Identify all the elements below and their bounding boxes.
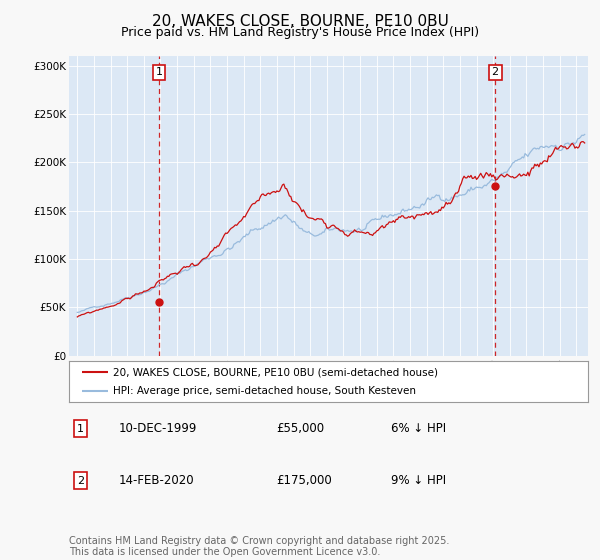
Text: HPI: Average price, semi-detached house, South Kesteven: HPI: Average price, semi-detached house,… [113,386,416,395]
Text: £175,000: £175,000 [277,474,332,487]
Text: 20, WAKES CLOSE, BOURNE, PE10 0BU (semi-detached house): 20, WAKES CLOSE, BOURNE, PE10 0BU (semi-… [113,367,438,377]
Text: Price paid vs. HM Land Registry's House Price Index (HPI): Price paid vs. HM Land Registry's House … [121,26,479,39]
Text: 1: 1 [155,67,163,77]
Text: 9% ↓ HPI: 9% ↓ HPI [391,474,446,487]
Text: £55,000: £55,000 [277,422,325,435]
Text: 14-FEB-2020: 14-FEB-2020 [118,474,194,487]
Text: 20, WAKES CLOSE, BOURNE, PE10 0BU: 20, WAKES CLOSE, BOURNE, PE10 0BU [152,14,448,29]
Text: 2: 2 [77,475,84,486]
Text: 6% ↓ HPI: 6% ↓ HPI [391,422,446,435]
Text: 1: 1 [77,424,84,434]
Text: 2: 2 [491,67,499,77]
Text: Contains HM Land Registry data © Crown copyright and database right 2025.
This d: Contains HM Land Registry data © Crown c… [69,535,449,557]
Text: 10-DEC-1999: 10-DEC-1999 [118,422,197,435]
